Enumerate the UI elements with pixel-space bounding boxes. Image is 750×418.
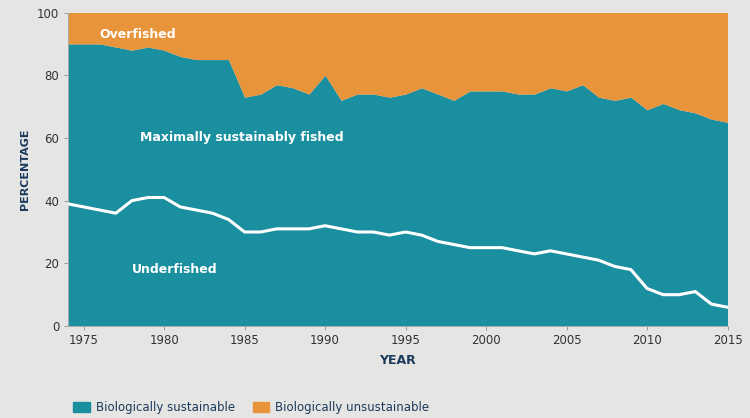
Text: Underfished: Underfished [132,263,218,276]
Legend: Biologically sustainable, Biologically unsustainable: Biologically sustainable, Biologically u… [74,401,429,414]
X-axis label: YEAR: YEAR [379,354,416,367]
Y-axis label: PERCENTAGE: PERCENTAGE [20,129,30,210]
Text: Maximally sustainably fished: Maximally sustainably fished [140,131,344,145]
Text: Overfished: Overfished [100,28,176,41]
